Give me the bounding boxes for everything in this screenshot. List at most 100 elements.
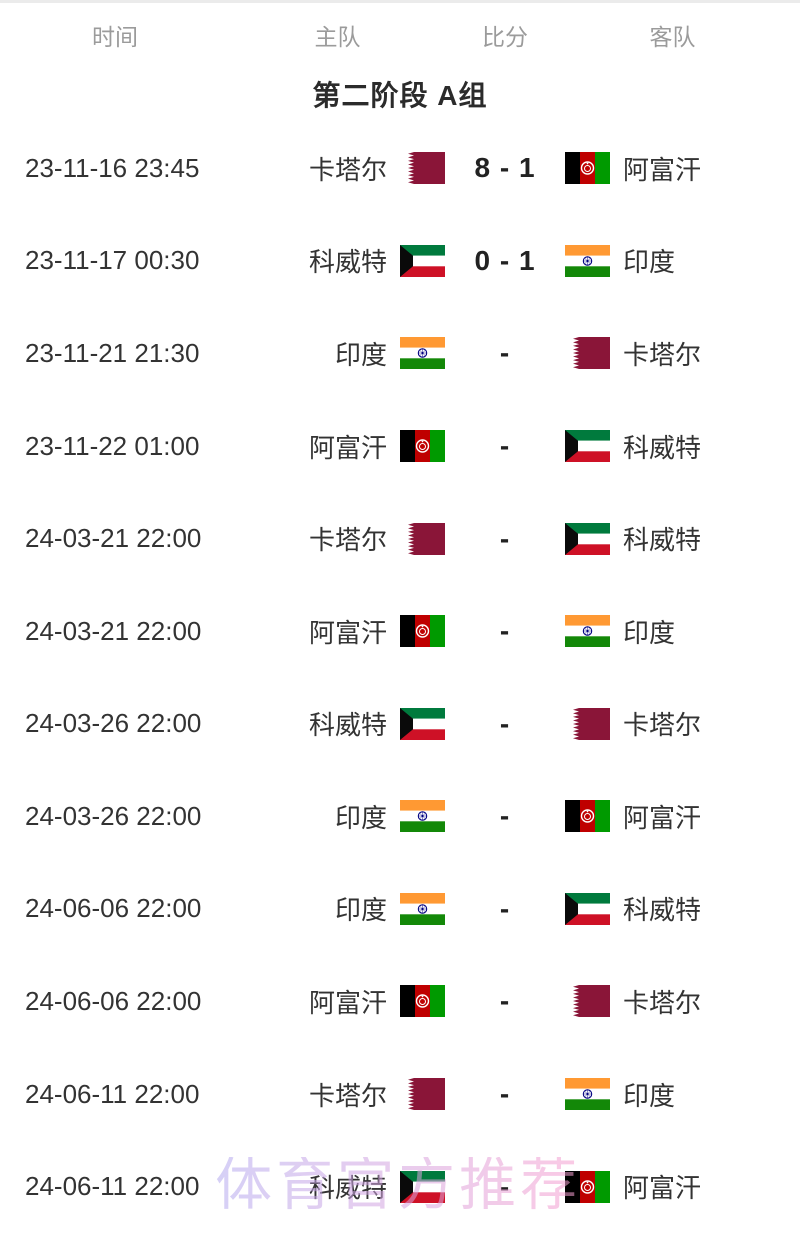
match-time: 23-11-22 01:00 [25, 430, 200, 461]
india-flag-icon [400, 337, 445, 370]
match-time-cell: 23-11-16 23:45 [0, 153, 230, 184]
afghanistan-flag-icon [565, 152, 610, 185]
match-score-cell: - [445, 985, 565, 1017]
match-score: 8 - 1 [474, 152, 536, 184]
section-title: 第二阶段 A组 [312, 80, 488, 111]
home-team-name: 印度 [334, 895, 387, 926]
match-time-cell: 23-11-21 21:30 [0, 338, 230, 369]
match-row[interactable]: 24-06-06 22:00 印度 - 科威特 [0, 863, 800, 956]
match-row[interactable]: 24-06-06 22:00 阿富汗 - 卡塔尔 [0, 955, 800, 1048]
away-team-cell: 印度 [565, 242, 800, 279]
home-team-name: 科威特 [308, 1173, 387, 1204]
match-row[interactable]: 23-11-22 01:00 阿富汗 - 科威特 [0, 400, 800, 493]
home-team-name: 阿富汗 [308, 987, 387, 1018]
match-row[interactable]: 24-03-26 22:00 印度 - 阿富汗 [0, 770, 800, 863]
column-header-score-label: 比分 [482, 23, 528, 50]
home-team-cell: 卡塔尔 [230, 1076, 445, 1113]
match-time-cell: 24-06-11 22:00 [0, 1079, 230, 1110]
qatar-flag-icon [400, 152, 445, 185]
match-row[interactable]: 24-06-11 22:00 科威特 - 阿富汗 [0, 1140, 800, 1233]
home-team-cell: 印度 [230, 890, 445, 927]
home-team-name: 阿富汗 [308, 432, 387, 463]
away-team-cell: 阿富汗 [565, 1168, 800, 1205]
match-time-cell: 24-06-06 22:00 [0, 893, 230, 924]
match-row[interactable]: 23-11-17 00:30 科威特 0 - 1 印度 [0, 215, 800, 308]
home-team-cell: 印度 [230, 335, 445, 372]
kuwait-flag-icon [565, 522, 610, 555]
home-team-name: 阿富汗 [308, 617, 387, 648]
home-team-cell: 阿富汗 [230, 983, 445, 1020]
match-time-cell: 24-03-21 22:00 [0, 616, 230, 647]
match-row[interactable]: 23-11-16 23:45 卡塔尔 8 - 1 阿富汗 [0, 122, 800, 215]
kuwait-flag-icon [565, 892, 610, 925]
kuwait-flag-icon [565, 430, 610, 463]
away-team-name: 卡塔尔 [623, 710, 702, 741]
away-team-cell: 阿富汗 [565, 150, 800, 187]
table-header: 时间 主队 比分 客队 [0, 3, 800, 66]
match-time-cell: 24-03-26 22:00 [0, 801, 230, 832]
match-time: 23-11-17 00:30 [25, 245, 200, 276]
away-team-cell: 科威特 [565, 428, 800, 465]
match-time-cell: 24-06-11 22:00 [0, 1171, 230, 1202]
match-score: - [499, 430, 511, 462]
afghanistan-flag-icon [565, 1170, 610, 1203]
match-row[interactable]: 23-11-21 21:30 印度 - 卡塔尔 [0, 307, 800, 400]
qatar-flag-icon [565, 985, 610, 1018]
home-team-cell: 阿富汗 [230, 428, 445, 465]
match-score-cell: - [445, 337, 565, 369]
away-team-cell: 卡塔尔 [565, 705, 800, 742]
match-row[interactable]: 24-03-21 22:00 卡塔尔 - 科威特 [0, 492, 800, 585]
afghanistan-flag-icon [565, 800, 610, 833]
column-header-home: 主队 [230, 18, 445, 52]
away-team-name: 阿富汗 [623, 154, 702, 185]
home-team-cell: 印度 [230, 798, 445, 835]
away-team-name: 科威特 [623, 525, 702, 556]
away-team-name: 科威特 [623, 895, 702, 926]
match-row[interactable]: 24-06-11 22:00 卡塔尔 - 印度 [0, 1048, 800, 1141]
home-team-name: 卡塔尔 [308, 154, 387, 185]
match-score: - [499, 615, 511, 647]
match-time-cell: 24-03-21 22:00 [0, 523, 230, 554]
match-row[interactable]: 24-03-26 22:00 科威特 - 卡塔尔 [0, 677, 800, 770]
away-team-cell: 阿富汗 [565, 798, 800, 835]
match-score-cell: 0 - 1 [445, 245, 565, 277]
home-team-name: 卡塔尔 [308, 1080, 387, 1111]
match-score-cell: - [445, 430, 565, 462]
india-flag-icon [400, 892, 445, 925]
afghanistan-flag-icon [400, 430, 445, 463]
match-time: 24-06-06 22:00 [25, 893, 202, 924]
match-time-cell: 24-03-26 22:00 [0, 708, 230, 739]
match-time: 24-03-26 22:00 [25, 708, 202, 739]
match-score: - [499, 892, 511, 924]
qatar-flag-icon [400, 522, 445, 555]
away-team-name: 科威特 [623, 432, 702, 463]
away-team-name: 印度 [623, 1080, 676, 1111]
match-score-cell: 8 - 1 [445, 152, 565, 184]
qatar-flag-icon [565, 337, 610, 370]
column-header-time: 时间 [0, 18, 230, 52]
away-team-cell: 卡塔尔 [565, 983, 800, 1020]
column-header-away-label: 客队 [649, 23, 696, 50]
match-time: 23-11-16 23:45 [25, 152, 200, 183]
match-score-cell: - [445, 523, 565, 555]
india-flag-icon [565, 244, 610, 277]
kuwait-flag-icon [400, 1170, 445, 1203]
match-score: 0 - 1 [474, 244, 536, 276]
india-flag-icon [565, 615, 610, 648]
away-team-name: 印度 [623, 617, 676, 648]
match-score: - [499, 707, 511, 739]
match-time: 24-03-26 22:00 [25, 800, 202, 831]
away-team-name: 印度 [623, 247, 676, 278]
home-team-cell: 卡塔尔 [230, 150, 445, 187]
match-score-cell: - [445, 800, 565, 832]
match-row[interactable]: 24-03-21 22:00 阿富汗 - 印度 [0, 585, 800, 678]
match-score: - [499, 337, 511, 369]
column-header-score: 比分 [445, 18, 565, 52]
away-team-cell: 科威特 [565, 520, 800, 557]
match-score: - [499, 985, 511, 1017]
match-score-cell: - [445, 1171, 565, 1203]
away-team-name: 阿富汗 [623, 1173, 702, 1204]
away-team-cell: 卡塔尔 [565, 335, 800, 372]
match-time: 24-06-11 22:00 [25, 1078, 200, 1109]
